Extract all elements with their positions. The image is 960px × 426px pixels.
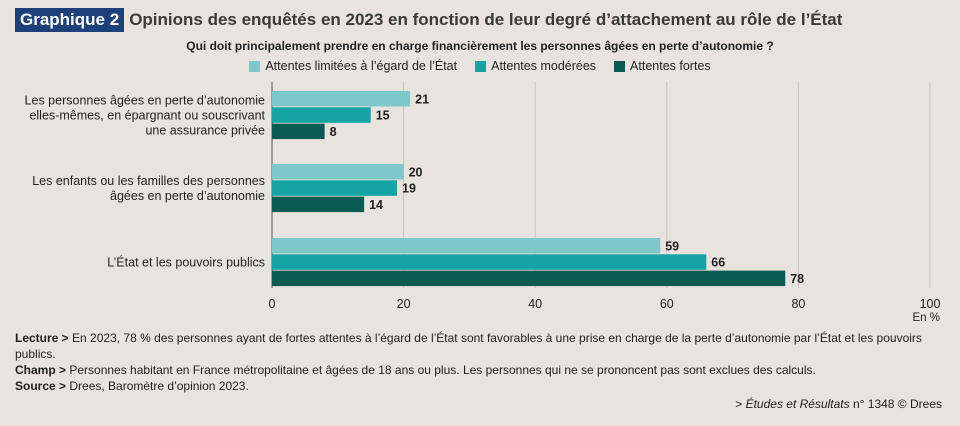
category-label: L’État et les pouvoirs publics [107, 255, 265, 270]
note-champ: Champ > Personnes habitant en France mét… [15, 362, 945, 378]
data-label-moderate: 19 [402, 182, 416, 196]
legend-item-limited: Attentes limitées à l’égard de l’État [249, 59, 457, 73]
bar-strong [272, 196, 365, 213]
x-tick-label: 60 [660, 297, 674, 311]
publication-credit: > Études et Résultats n° 1348 © Drees [735, 397, 942, 411]
chart-title: Opinions des enquêtés en 2023 en fonctio… [129, 10, 843, 29]
x-tick-label: 100 [920, 297, 941, 311]
data-label-limited: 21 [415, 92, 429, 106]
data-label-limited: 20 [409, 165, 423, 179]
note-champ-label: Champ > [15, 363, 67, 377]
note-lecture: Lecture > En 2023, 78 % des personnes ay… [15, 330, 945, 362]
bar-strong [272, 123, 325, 140]
bar-limited [272, 238, 661, 254]
x-axis-unit: En % [913, 312, 941, 324]
chart-subtitle: Qui doit principalement prendre en charg… [186, 39, 774, 53]
chart-legend: Attentes limitées à l’égard de l’État At… [0, 59, 960, 73]
bar-moderate [272, 180, 398, 196]
bar-moderate [272, 107, 371, 123]
data-label-moderate: 66 [711, 256, 725, 270]
chart-notes: Lecture > En 2023, 78 % des personnes ay… [15, 330, 945, 394]
legend-swatch-strong [614, 60, 626, 72]
credit-suffix: n° 1348 © Drees [849, 397, 942, 411]
category-label: elles-mêmes, en épargnant ou souscrivant [29, 109, 265, 123]
x-tick-label: 0 [269, 297, 276, 311]
figure-badge: Graphique 2 [15, 8, 125, 32]
bar-strong [272, 270, 786, 287]
data-label-limited: 59 [665, 239, 679, 253]
x-tick-label: 20 [397, 297, 411, 311]
note-source-label: Source > [15, 379, 67, 393]
legend-item-moderate: Attentes modérées [475, 59, 596, 73]
bar-moderate [272, 254, 707, 270]
bar-limited [272, 91, 411, 107]
category-label: Les enfants ou les familles des personne… [32, 174, 265, 188]
note-lecture-text: En 2023, 78 % des personnes ayant de for… [15, 331, 922, 361]
note-lecture-label: Lecture > [15, 331, 69, 345]
legend-swatch-limited [249, 60, 261, 72]
legend-label-limited: Attentes limitées à l’égard de l’État [265, 59, 458, 73]
category-label: une assurance privée [145, 124, 265, 138]
note-source-text: Drees, Baromètre d’opinion 2023. [66, 379, 249, 393]
data-label-moderate: 15 [376, 109, 390, 123]
x-tick-label: 80 [791, 297, 805, 311]
legend-item-strong: Attentes fortes [614, 59, 711, 73]
x-tick-label: 40 [528, 297, 542, 311]
legend-swatch-moderate [475, 60, 487, 72]
bar-limited [272, 164, 404, 180]
data-label-strong: 78 [790, 272, 804, 286]
legend-label-strong: Attentes fortes [630, 59, 711, 73]
credit-publication: Études et Résultats [745, 397, 850, 411]
chart-title-row: Graphique 2 Opinions des enquêtés en 202… [15, 8, 842, 32]
category-label: âgées en perte d’autonomie [110, 189, 265, 203]
legend-label-moderate: Attentes modérées [491, 59, 597, 73]
data-label-strong: 8 [330, 125, 337, 139]
data-label-strong: 14 [369, 198, 383, 212]
category-label: Les personnes âgées en perte d’autonomie [25, 94, 265, 108]
note-source: Source > Drees, Baromètre d’opinion 2023… [15, 378, 945, 394]
note-champ-text: Personnes habitant en France métropolita… [66, 363, 816, 377]
credit-prefix: > [735, 397, 746, 411]
